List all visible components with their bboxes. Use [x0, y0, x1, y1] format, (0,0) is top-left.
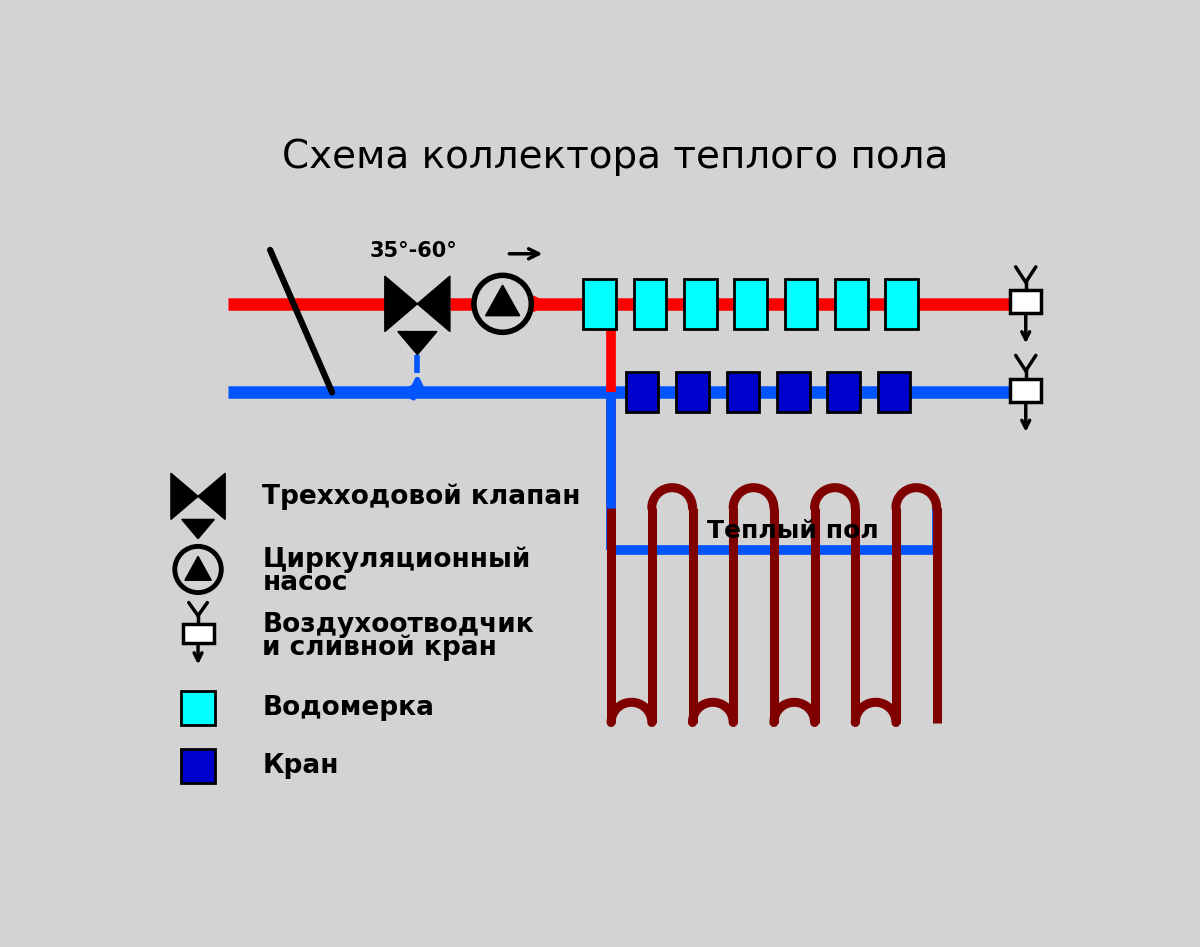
Text: и сливной кран: и сливной кран [263, 634, 497, 661]
Text: Теплый пол: Теплый пол [707, 519, 880, 543]
Bar [181, 691, 215, 725]
Bar [1010, 379, 1042, 402]
Bar [182, 624, 214, 643]
Text: Кран: Кран [263, 753, 338, 778]
Text: Циркуляционный: Циркуляционный [263, 547, 530, 574]
Text: Воздухоотводчик: Воздухоотводчик [263, 612, 534, 638]
Bar [886, 278, 918, 329]
Bar [785, 278, 817, 329]
Polygon shape [185, 557, 211, 581]
Polygon shape [385, 277, 418, 331]
Text: насос: насос [263, 570, 348, 597]
Bar [776, 372, 810, 412]
Bar [726, 372, 760, 412]
Bar [626, 372, 659, 412]
Bar [684, 278, 716, 329]
Bar [827, 372, 860, 412]
Text: Трехходовой клапан: Трехходовой клапан [263, 483, 581, 509]
Bar [677, 372, 709, 412]
Polygon shape [181, 520, 215, 539]
Bar [634, 278, 666, 329]
Polygon shape [486, 285, 520, 315]
Text: Схема коллектора теплого пола: Схема коллектора теплого пола [282, 138, 948, 176]
Polygon shape [418, 277, 450, 331]
Polygon shape [398, 331, 437, 354]
Bar [583, 278, 616, 329]
Bar [1010, 290, 1042, 313]
Text: Водомерка: Водомерка [263, 695, 434, 721]
Bar [835, 278, 868, 329]
Text: 35°-60°: 35°-60° [370, 241, 457, 261]
Polygon shape [170, 474, 198, 520]
Polygon shape [198, 474, 226, 520]
Bar [877, 372, 911, 412]
Bar [734, 278, 767, 329]
Bar [181, 749, 215, 783]
